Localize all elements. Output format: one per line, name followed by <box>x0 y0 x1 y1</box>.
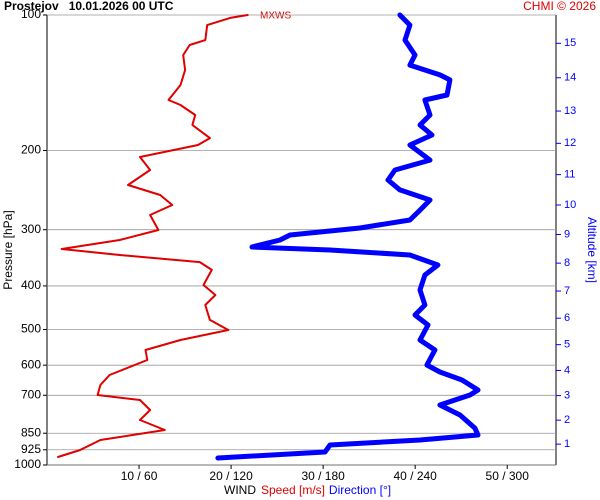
x-tick-label: 50 / 300 <box>486 469 530 483</box>
y2-tick-label: 6 <box>564 312 570 324</box>
x-axis-label: WIND <box>224 483 256 497</box>
profile-line <box>215 12 481 461</box>
y2-tick-label: 12 <box>564 137 576 149</box>
chart-title: Prostejov 10.01.2026 00 UTC <box>4 0 174 13</box>
y2-tick-label: 1 <box>564 438 570 450</box>
y2-tick-label: 2 <box>564 414 570 426</box>
y-axis-label: Pressure [hPa] <box>1 210 15 289</box>
y-tick-label: 700 <box>21 387 41 401</box>
y-tick-label: 500 <box>21 322 41 336</box>
y-tick-label: 200 <box>21 143 41 157</box>
y2-tick-label: 4 <box>564 364 570 376</box>
y-tick-label: 300 <box>21 222 41 236</box>
y2-tick-label: 5 <box>564 339 570 351</box>
y2-tick-label: 3 <box>564 390 570 402</box>
y2-tick-label: 8 <box>564 257 570 269</box>
y2-tick-label: 7 <box>564 285 570 297</box>
credit: CHMI © 2026 <box>523 0 596 13</box>
y2-tick-label: 14 <box>564 72 576 84</box>
y2-tick-label: 15 <box>564 37 576 49</box>
y-tick-label: 850 <box>21 425 41 439</box>
x-tick-label: 40 / 240 <box>393 469 437 483</box>
x-tick-label: 20 / 120 <box>209 469 253 483</box>
y-tick-label: 600 <box>21 357 41 371</box>
x-tick-label: 30 / 180 <box>301 469 345 483</box>
y2-axis-label: Altitude [km] <box>585 217 599 283</box>
profile-line <box>57 14 249 458</box>
y2-tick-label: 11 <box>564 169 575 181</box>
y-tick-label: 1000 <box>14 457 41 471</box>
x-tick-label: 10 / 60 <box>121 469 158 483</box>
y2-tick-label: 10 <box>564 199 576 211</box>
y2-tick-label: 9 <box>564 228 570 240</box>
y-tick-label: 100 <box>21 7 41 21</box>
legend-entry: Direction [°] <box>329 483 391 497</box>
y-tick-label: 400 <box>21 278 41 292</box>
y2-tick-label: 13 <box>564 105 576 117</box>
legend-entry: Speed [m/s] <box>261 483 325 497</box>
annotation: MXWS <box>260 11 291 22</box>
y-tick-label: 925 <box>21 442 41 456</box>
